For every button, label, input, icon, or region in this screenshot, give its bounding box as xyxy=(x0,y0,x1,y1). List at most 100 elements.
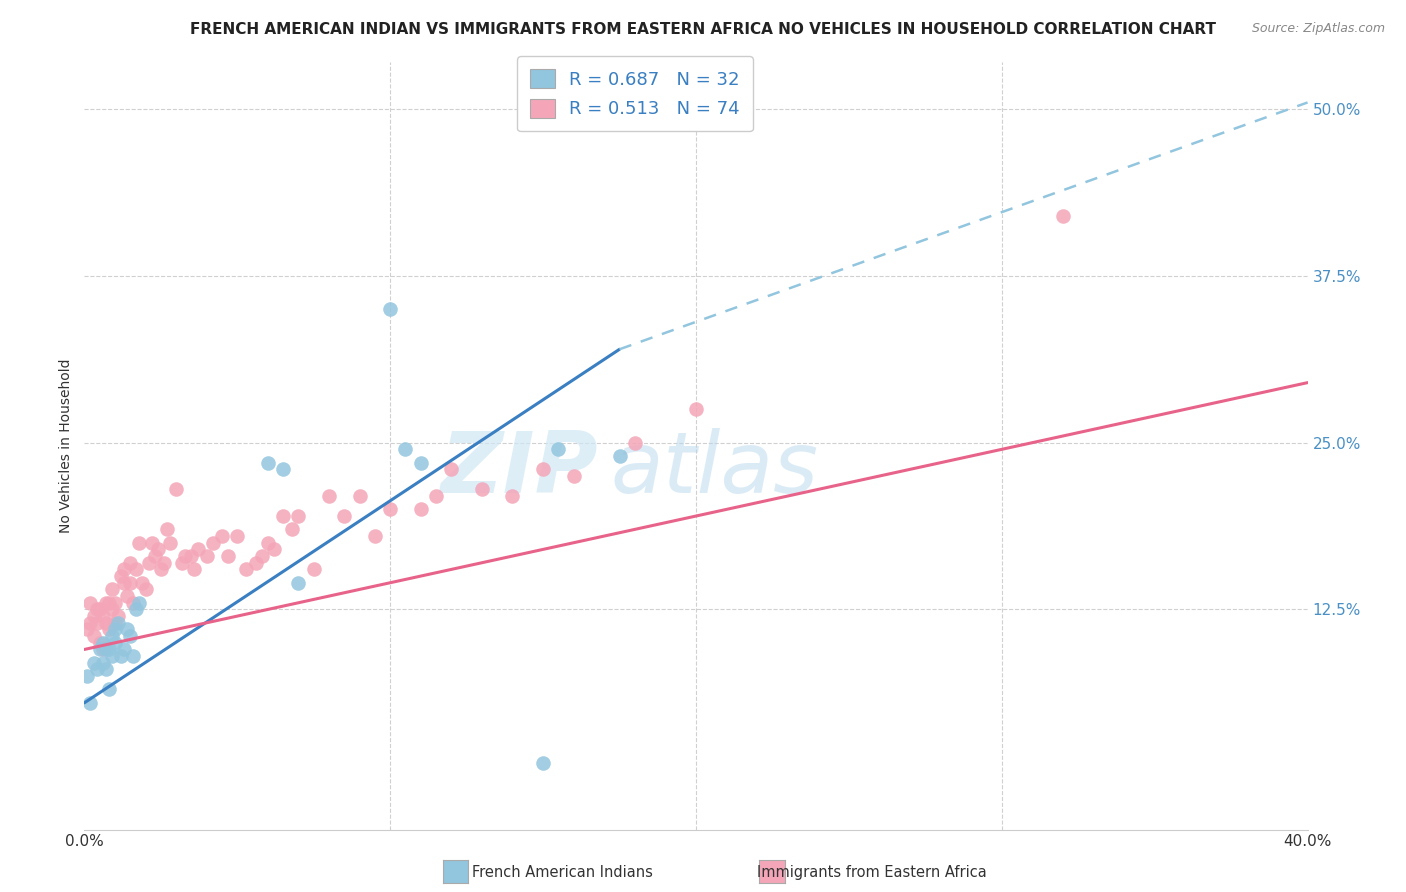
Legend: R = 0.687   N = 32, R = 0.513   N = 74: R = 0.687 N = 32, R = 0.513 N = 74 xyxy=(517,56,752,131)
Point xyxy=(235,562,257,576)
Point xyxy=(471,483,494,497)
Point xyxy=(180,549,202,563)
Point xyxy=(153,556,176,570)
Point xyxy=(125,602,148,616)
Point xyxy=(91,636,114,650)
Point xyxy=(83,609,105,624)
Point xyxy=(91,656,114,670)
Point xyxy=(287,575,309,590)
Point xyxy=(531,462,554,476)
Point xyxy=(104,623,127,637)
Point xyxy=(104,615,127,630)
Point xyxy=(94,615,117,630)
Point xyxy=(115,589,138,603)
Point xyxy=(104,636,127,650)
Point xyxy=(104,596,127,610)
Point xyxy=(380,502,402,516)
Point xyxy=(120,556,142,570)
Point xyxy=(217,549,239,563)
Point xyxy=(138,556,160,570)
Point xyxy=(89,636,111,650)
Point xyxy=(110,569,132,583)
Point xyxy=(146,542,169,557)
Point xyxy=(120,629,142,643)
Point xyxy=(86,615,108,630)
Point xyxy=(101,649,124,664)
Point xyxy=(91,609,114,624)
Point xyxy=(1052,209,1074,223)
Point xyxy=(201,535,224,549)
Point xyxy=(364,529,387,543)
Point xyxy=(97,642,120,657)
Point xyxy=(531,756,554,770)
Point xyxy=(174,549,197,563)
Text: Immigrants from Eastern Africa: Immigrants from Eastern Africa xyxy=(756,865,987,880)
Point xyxy=(112,642,135,657)
Point xyxy=(141,535,163,549)
Point xyxy=(143,549,166,563)
Point xyxy=(97,623,120,637)
Point xyxy=(101,582,124,597)
Point xyxy=(135,582,157,597)
Point xyxy=(263,542,285,557)
Point xyxy=(562,469,585,483)
Point xyxy=(83,629,105,643)
Point xyxy=(250,549,273,563)
Point xyxy=(183,562,205,576)
Point xyxy=(89,642,111,657)
Text: atlas: atlas xyxy=(610,427,818,510)
Text: Source: ZipAtlas.com: Source: ZipAtlas.com xyxy=(1251,22,1385,36)
Point xyxy=(94,596,117,610)
Y-axis label: No Vehicles in Household: No Vehicles in Household xyxy=(59,359,73,533)
Point xyxy=(89,602,111,616)
Point xyxy=(128,535,150,549)
Point xyxy=(122,596,145,610)
Point xyxy=(245,556,267,570)
Point xyxy=(195,549,218,563)
Point xyxy=(122,649,145,664)
Point xyxy=(502,489,524,503)
Point xyxy=(287,509,309,524)
Point xyxy=(333,509,356,524)
Point xyxy=(101,602,124,616)
Text: French American Indians: French American Indians xyxy=(472,865,652,880)
Point xyxy=(128,596,150,610)
Point xyxy=(318,489,340,503)
Point xyxy=(624,435,647,450)
Point xyxy=(685,402,707,417)
Point xyxy=(79,696,101,710)
Point xyxy=(165,483,187,497)
Point xyxy=(101,629,124,643)
Point xyxy=(409,456,432,470)
Point xyxy=(380,302,402,317)
Point xyxy=(609,449,631,463)
Point xyxy=(302,562,325,576)
Point xyxy=(226,529,249,543)
Point xyxy=(97,682,120,697)
Point xyxy=(91,642,114,657)
Point xyxy=(112,575,135,590)
Point xyxy=(149,562,172,576)
Point xyxy=(547,442,569,457)
Point xyxy=(172,556,194,570)
Point xyxy=(110,649,132,664)
Point xyxy=(120,575,142,590)
Point xyxy=(159,535,181,549)
Point xyxy=(79,615,101,630)
Point xyxy=(156,522,179,536)
Point xyxy=(257,535,280,549)
Point xyxy=(76,623,98,637)
Point xyxy=(394,442,416,457)
Point xyxy=(211,529,233,543)
Point xyxy=(97,596,120,610)
Point xyxy=(281,522,304,536)
Point xyxy=(107,609,129,624)
Point xyxy=(125,562,148,576)
Point xyxy=(115,623,138,637)
Point xyxy=(94,663,117,677)
Point xyxy=(107,615,129,630)
Point xyxy=(425,489,447,503)
Point xyxy=(83,656,105,670)
Text: ZIP: ZIP xyxy=(440,427,598,510)
Point xyxy=(440,462,463,476)
